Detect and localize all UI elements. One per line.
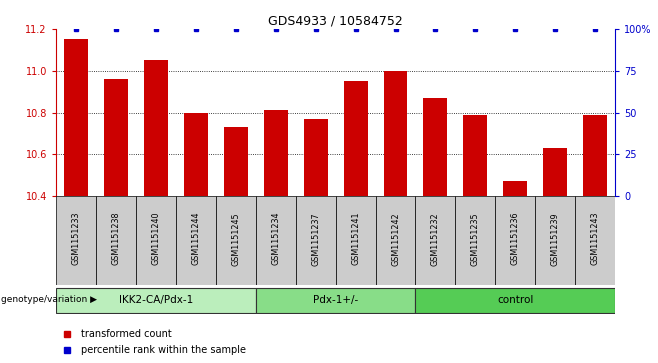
Bar [544, 148, 567, 196]
Text: GSM1151236: GSM1151236 [511, 212, 520, 265]
Title: GDS4933 / 10584752: GDS4933 / 10584752 [268, 15, 403, 28]
Bar [96, 196, 136, 285]
Bar [455, 196, 495, 285]
Bar [56, 196, 96, 285]
Text: GSM1151239: GSM1151239 [551, 212, 560, 265]
Text: GSM1151235: GSM1151235 [471, 212, 480, 265]
Bar [415, 288, 615, 313]
Bar [184, 113, 208, 196]
Bar [216, 196, 256, 285]
Bar [503, 182, 527, 196]
Text: GSM1151240: GSM1151240 [151, 212, 161, 265]
Bar [136, 196, 176, 285]
Text: transformed count: transformed count [81, 329, 172, 339]
Text: GSM1151243: GSM1151243 [591, 212, 599, 265]
Text: GSM1151245: GSM1151245 [231, 212, 240, 265]
Text: GSM1151242: GSM1151242 [391, 212, 400, 265]
Text: IKK2-CA/Pdx-1: IKK2-CA/Pdx-1 [118, 295, 193, 305]
Text: GSM1151234: GSM1151234 [271, 212, 280, 265]
Bar [343, 81, 368, 196]
Bar [583, 115, 607, 196]
Text: Pdx-1+/-: Pdx-1+/- [313, 295, 358, 305]
Text: control: control [497, 295, 534, 305]
Bar [64, 40, 88, 196]
Text: GSM1151238: GSM1151238 [111, 212, 120, 265]
Bar [336, 196, 376, 285]
Bar [56, 288, 256, 313]
Text: GSM1151232: GSM1151232 [431, 212, 440, 265]
Text: genotype/variation ▶: genotype/variation ▶ [1, 295, 97, 304]
Bar [376, 196, 415, 285]
Bar [224, 127, 247, 196]
Bar [144, 60, 168, 196]
Bar [256, 288, 415, 313]
Bar [575, 196, 615, 285]
Text: GSM1151237: GSM1151237 [311, 212, 320, 265]
Text: GSM1151241: GSM1151241 [351, 212, 360, 265]
Bar [463, 115, 488, 196]
Bar [264, 110, 288, 196]
Bar [176, 196, 216, 285]
Bar [256, 196, 295, 285]
Bar [303, 119, 328, 196]
Bar [536, 196, 575, 285]
Bar [104, 79, 128, 196]
Text: GSM1151233: GSM1151233 [72, 212, 80, 265]
Bar [495, 196, 536, 285]
Bar [424, 98, 447, 196]
Text: GSM1151244: GSM1151244 [191, 212, 200, 265]
Text: percentile rank within the sample: percentile rank within the sample [81, 345, 246, 355]
Bar [384, 71, 407, 196]
Bar [415, 196, 455, 285]
Bar [295, 196, 336, 285]
